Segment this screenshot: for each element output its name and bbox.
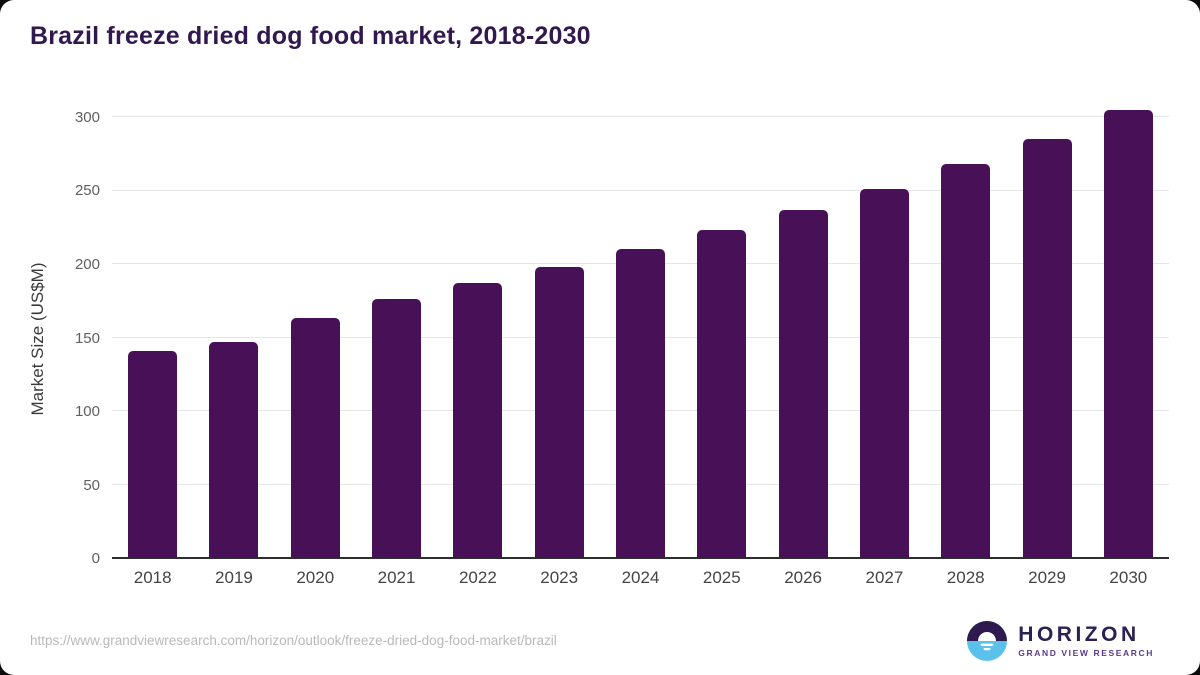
gridline [112,116,1169,117]
page-title: Brazil freeze dried dog food market, 201… [30,22,591,50]
x-tick-label: 2023 [540,568,579,587]
y-axis-tick-labels: 0 50 100 150 200 250 300 [0,109,100,567]
x-tick-label: 2026 [784,568,823,587]
bar-2023 [534,266,584,558]
x-tick-label: 2027 [865,568,904,587]
logo-tagline: GRAND VIEW RESEARCH [1018,648,1154,658]
horizon-logo: HORIZON GRAND VIEW RESEARCH [967,621,1154,661]
x-tick-label: 2019 [215,568,253,587]
footer: https://www.grandviewresearch.com/horizo… [0,613,1200,675]
bar-2030 [1103,109,1153,558]
y-tick-label: 200 [74,255,100,273]
x-tick-label: 2025 [702,568,741,587]
y-tick-label: 100 [74,402,100,420]
gridline [112,189,1169,191]
y-tick-label: 300 [74,109,100,126]
y-tick-label: 0 [91,550,100,567]
logo-name: HORIZON [1018,623,1140,646]
y-tick-label: 150 [74,329,100,347]
source-url: https://www.grandviewresearch.com/horizo… [30,633,557,648]
bar-2019 [209,341,259,558]
bar-2025 [697,230,747,558]
x-tick-label: 2022 [458,568,497,587]
y-tick-label: 250 [74,182,100,200]
logo-text: HORIZON GRAND VIEW RESEARCH [1018,624,1154,658]
horizon-sun-icon [967,621,1008,661]
y-tick-label: 50 [83,476,100,494]
x-tick-label: 2028 [946,568,985,587]
x-axis-tick-labels: 2018 2019 2020 2021 2022 2023 2024 2025 2026 2027… [112,568,1169,596]
bar-2028 [941,164,991,558]
bar-2018 [128,350,178,558]
bar-2029 [1022,139,1072,558]
x-tick-label: 2020 [296,568,335,587]
x-tick-label: 2024 [621,568,660,587]
bar-2020 [290,318,340,558]
bar-2027 [859,189,909,558]
x-tick-label: 2029 [1028,568,1066,587]
bar-2026 [778,209,828,558]
plot-area [112,109,1169,559]
bar-2022 [453,283,503,558]
x-tick-label: 2021 [377,568,416,587]
x-tick-label: 2018 [133,568,172,587]
x-axis-line [112,557,1169,559]
bar-2024 [616,249,665,558]
bar-2021 [372,299,422,558]
x-tick-label: 2030 [1109,568,1148,587]
